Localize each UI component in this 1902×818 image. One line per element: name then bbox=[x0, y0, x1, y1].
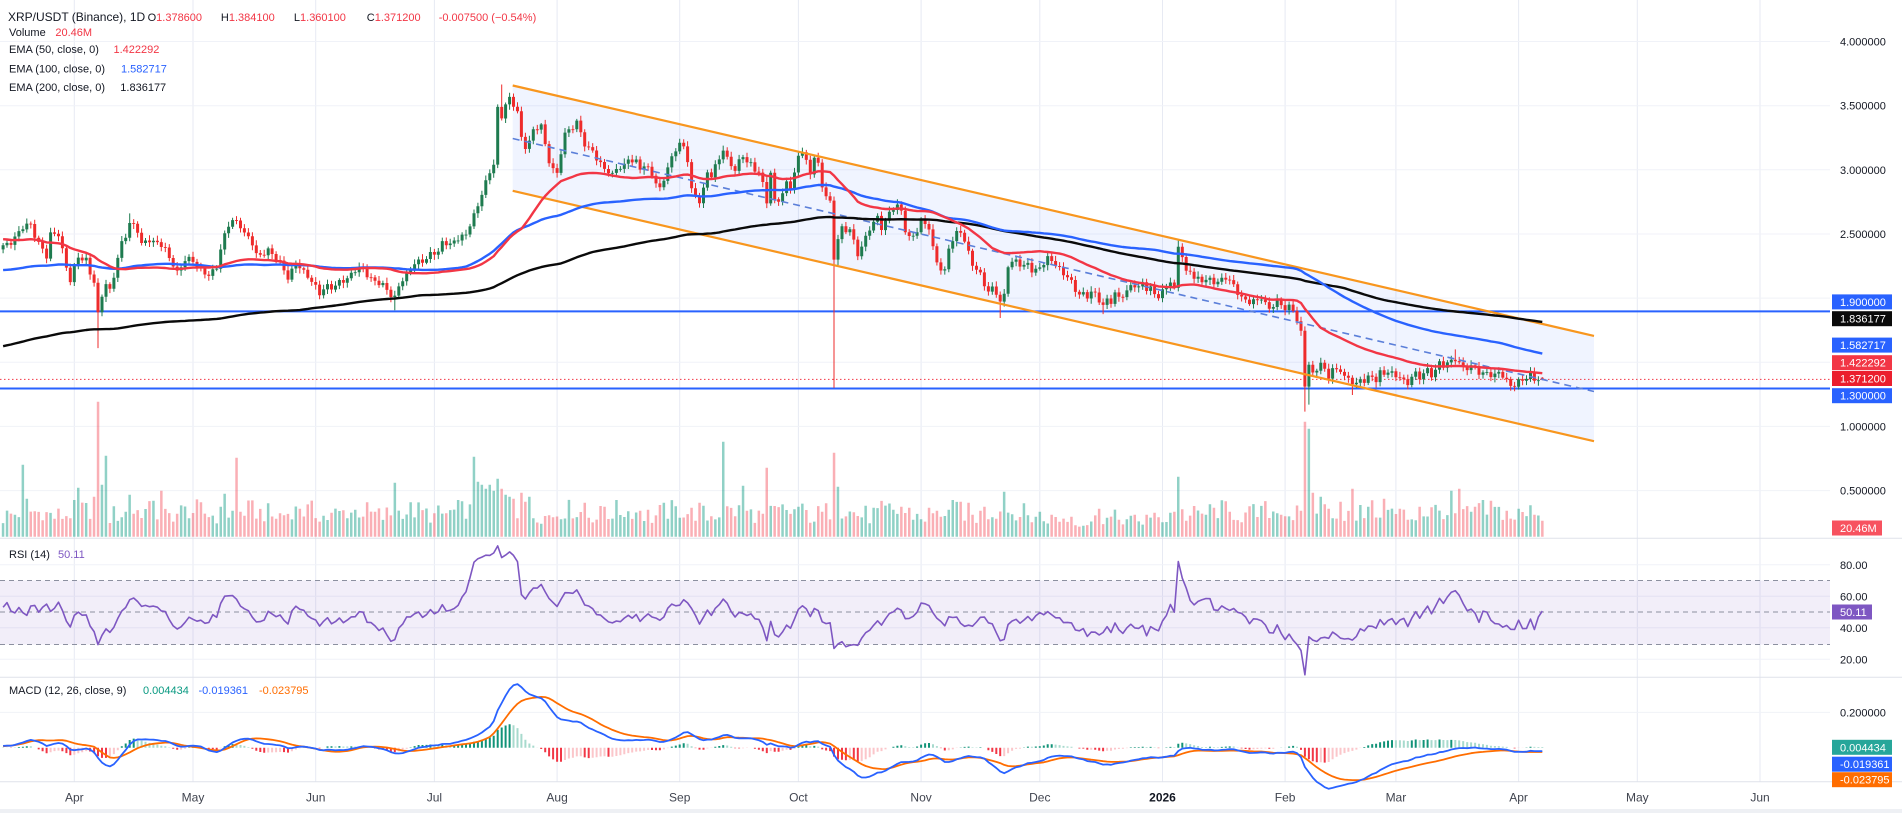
svg-text:-0.019361: -0.019361 bbox=[1840, 759, 1890, 771]
svg-text:1.000000: 1.000000 bbox=[1840, 421, 1886, 433]
svg-text:EMA (100, close, 0): EMA (100, close, 0) bbox=[9, 64, 105, 76]
svg-text:H1.384100: H1.384100 bbox=[221, 12, 275, 24]
svg-text:Aug: Aug bbox=[546, 791, 567, 805]
svg-text:Jul: Jul bbox=[427, 791, 442, 805]
svg-text:20.46M: 20.46M bbox=[1840, 523, 1877, 535]
svg-text:1.422292: 1.422292 bbox=[114, 44, 160, 56]
svg-text:May: May bbox=[1626, 791, 1649, 805]
svg-text:2.500000: 2.500000 bbox=[1840, 229, 1886, 241]
svg-text:1.422292: 1.422292 bbox=[1840, 358, 1886, 370]
svg-text:3.500000: 3.500000 bbox=[1840, 101, 1886, 113]
svg-text:1.371200: 1.371200 bbox=[1840, 374, 1886, 386]
svg-text:O1.378600: O1.378600 bbox=[148, 12, 202, 24]
svg-text:Volume: Volume bbox=[9, 27, 46, 39]
svg-text:50.11: 50.11 bbox=[58, 549, 85, 561]
svg-text:1.900000: 1.900000 bbox=[1840, 297, 1886, 309]
svg-text:Oct: Oct bbox=[789, 791, 808, 805]
svg-text:0.200000: 0.200000 bbox=[1840, 707, 1886, 719]
svg-text:1.582717: 1.582717 bbox=[121, 64, 167, 76]
svg-text:L1.360100: L1.360100 bbox=[294, 12, 346, 24]
svg-text:50.11: 50.11 bbox=[1840, 607, 1867, 619]
svg-text:-0.007500 (−0.54%): -0.007500 (−0.54%) bbox=[439, 12, 537, 24]
svg-text:Nov: Nov bbox=[910, 791, 931, 805]
svg-text:-0.023795: -0.023795 bbox=[1840, 775, 1890, 787]
svg-text:Apr: Apr bbox=[65, 791, 84, 805]
svg-text:MACD (12, 26, close, 9): MACD (12, 26, close, 9) bbox=[9, 685, 126, 697]
svg-text:Feb: Feb bbox=[1275, 791, 1296, 805]
svg-text:1.836177: 1.836177 bbox=[1840, 314, 1886, 326]
svg-text:Apr: Apr bbox=[1509, 791, 1528, 805]
svg-text:20.46M: 20.46M bbox=[55, 27, 92, 39]
svg-text:EMA (200, close, 0): EMA (200, close, 0) bbox=[9, 82, 105, 94]
svg-text:20.00: 20.00 bbox=[1840, 654, 1868, 666]
svg-text:XRP/USDT (Binance), 1D: XRP/USDT (Binance), 1D bbox=[8, 10, 145, 24]
svg-text:40.00: 40.00 bbox=[1840, 623, 1868, 635]
svg-text:60.00: 60.00 bbox=[1840, 591, 1868, 603]
svg-text:Jun: Jun bbox=[1750, 791, 1769, 805]
svg-text:80.00: 80.00 bbox=[1840, 560, 1868, 572]
svg-text:RSI (14): RSI (14) bbox=[9, 549, 50, 561]
svg-text:0.004434: 0.004434 bbox=[143, 685, 189, 697]
svg-text:Dec: Dec bbox=[1029, 791, 1050, 805]
svg-text:1.582717: 1.582717 bbox=[1840, 340, 1886, 352]
svg-text:1.300000: 1.300000 bbox=[1840, 391, 1886, 403]
svg-text:EMA (50, close, 0): EMA (50, close, 0) bbox=[9, 44, 99, 56]
svg-text:-0.023795: -0.023795 bbox=[259, 685, 309, 697]
svg-text:2026: 2026 bbox=[1149, 791, 1176, 805]
svg-text:Sep: Sep bbox=[669, 791, 691, 805]
svg-text:4.000000: 4.000000 bbox=[1840, 37, 1886, 49]
svg-text:0.500000: 0.500000 bbox=[1840, 486, 1886, 498]
svg-text:3.000000: 3.000000 bbox=[1840, 165, 1886, 177]
svg-text:0.004434: 0.004434 bbox=[1840, 742, 1886, 754]
svg-text:May: May bbox=[182, 791, 205, 805]
svg-text:Mar: Mar bbox=[1386, 791, 1407, 805]
svg-text:C1.371200: C1.371200 bbox=[367, 12, 421, 24]
svg-text:-0.019361: -0.019361 bbox=[199, 685, 249, 697]
svg-text:1.836177: 1.836177 bbox=[120, 82, 166, 94]
svg-text:Jun: Jun bbox=[306, 791, 325, 805]
